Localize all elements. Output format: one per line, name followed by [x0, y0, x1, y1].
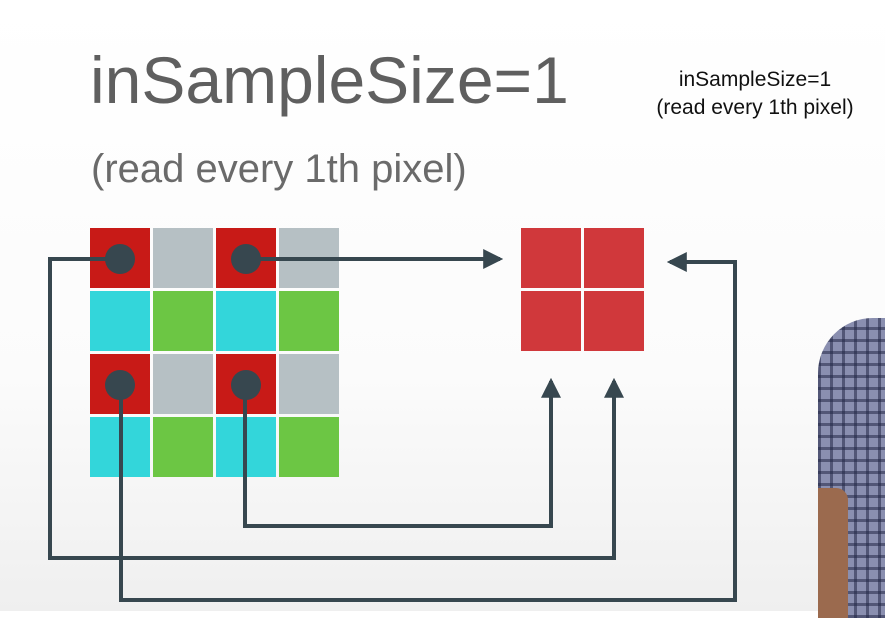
- sample-point-dot: [105, 244, 135, 274]
- pixel-cell-gray: [153, 228, 213, 288]
- pixel-cell-green: [153, 291, 213, 351]
- output-pixel-cell: [521, 291, 581, 351]
- pixel-cell-green: [279, 417, 339, 477]
- sample-point-dot: [105, 370, 135, 400]
- output-pixel-grid: [521, 228, 644, 351]
- pixel-cell-green: [153, 417, 213, 477]
- sampling-arrow: [119, 252, 737, 602]
- caption-line-1: inSampleSize=1: [678, 68, 832, 91]
- sample-points: [105, 244, 261, 400]
- output-pixel-cell: [584, 228, 644, 288]
- pixel-cell-gray: [153, 354, 213, 414]
- pixel-cell-green: [279, 291, 339, 351]
- caption-overlay: inSampleSize=1 (read every 1th pixel): [625, 66, 885, 122]
- output-pixel-cell: [521, 228, 581, 288]
- sampling-arrow: [243, 377, 561, 528]
- output-pixel-cell: [584, 291, 644, 351]
- presenter-arm: [818, 488, 848, 618]
- sampling-arrow: [48, 257, 624, 560]
- sample-point-dot: [231, 370, 261, 400]
- presenter-figure: [818, 318, 885, 618]
- pixel-cell-cyan: [216, 291, 276, 351]
- slide-title: inSampleSize=1: [90, 43, 569, 117]
- sampling-arrows: [48, 249, 737, 602]
- slide-subtitle: (read every 1th pixel): [91, 147, 467, 191]
- pixel-cell-gray: [279, 354, 339, 414]
- caption-line-2: (read every 1th pixel): [656, 96, 854, 119]
- pixel-cell-cyan: [90, 291, 150, 351]
- sample-point-dot: [231, 244, 261, 274]
